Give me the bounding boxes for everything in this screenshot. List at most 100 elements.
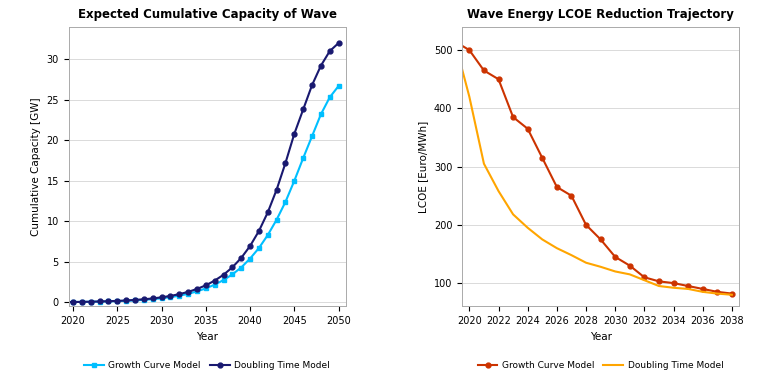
- Growth Curve Model: [113, 299, 122, 303]
- Growth Curve Model: [148, 297, 157, 301]
- Doubling Time Model: [157, 295, 166, 300]
- Growth Curve Model: [228, 272, 237, 277]
- Doubling Time Model: [201, 283, 210, 288]
- Growth Curve Model: [255, 246, 264, 250]
- Doubling Time Model: [450, 39, 459, 44]
- Doubling Time Model: [192, 287, 201, 291]
- Doubling Time Model: [148, 296, 157, 301]
- Growth Curve Model: [201, 286, 210, 291]
- Doubling Time Model: [228, 265, 237, 270]
- Growth Curve Model: [139, 298, 149, 302]
- Doubling Time Model: [299, 107, 308, 112]
- Line: Growth Curve Model: Growth Curve Model: [62, 83, 341, 304]
- Growth Curve Model: [86, 300, 95, 304]
- Growth Curve Model: [122, 298, 131, 303]
- Doubling Time Model: [166, 294, 175, 298]
- Doubling Time Model: [86, 300, 95, 304]
- Growth Curve Model: [596, 237, 605, 242]
- Doubling Time Model: [567, 253, 576, 257]
- Doubling Time Model: [581, 260, 591, 265]
- Legend: Growth Curve Model, Doubling Time Model: Growth Curve Model, Doubling Time Model: [84, 361, 330, 370]
- Growth Curve Model: [465, 48, 474, 52]
- Growth Curve Model: [334, 83, 343, 88]
- Doubling Time Model: [104, 299, 113, 303]
- Growth Curve Model: [316, 112, 325, 117]
- Growth Curve Model: [77, 300, 86, 304]
- Growth Curve Model: [237, 265, 246, 270]
- Doubling Time Model: [494, 189, 503, 193]
- Growth Curve Model: [95, 300, 104, 304]
- Growth Curve Model: [245, 256, 255, 261]
- Growth Curve Model: [523, 126, 532, 131]
- Doubling Time Model: [290, 131, 299, 136]
- Growth Curve Model: [567, 193, 576, 198]
- Growth Curve Model: [698, 286, 707, 291]
- Growth Curve Model: [184, 291, 193, 296]
- Doubling Time Model: [479, 161, 488, 166]
- Growth Curve Model: [508, 115, 517, 119]
- Doubling Time Model: [307, 83, 316, 87]
- Doubling Time Model: [538, 237, 547, 242]
- Growth Curve Model: [640, 275, 649, 280]
- Doubling Time Model: [255, 229, 264, 233]
- Growth Curve Model: [210, 282, 219, 287]
- Title: Expected Cumulative Capacity of Wave: Expected Cumulative Capacity of Wave: [78, 8, 337, 21]
- Growth Curve Model: [192, 289, 201, 294]
- Doubling Time Model: [640, 278, 649, 283]
- Line: Growth Curve Model: Growth Curve Model: [453, 39, 735, 296]
- Growth Curve Model: [581, 223, 591, 227]
- Doubling Time Model: [465, 94, 474, 99]
- Doubling Time Model: [508, 212, 517, 217]
- Doubling Time Model: [210, 278, 219, 283]
- X-axis label: Year: Year: [196, 332, 218, 342]
- Growth Curve Model: [450, 39, 459, 44]
- Doubling Time Model: [316, 64, 325, 68]
- Growth Curve Model: [307, 134, 316, 139]
- Growth Curve Model: [166, 295, 175, 300]
- Doubling Time Model: [113, 299, 122, 303]
- Y-axis label: LCOE [Euro/MWh]: LCOE [Euro/MWh]: [418, 121, 428, 213]
- Growth Curve Model: [610, 255, 620, 259]
- Growth Curve Model: [669, 281, 678, 285]
- Doubling Time Model: [122, 298, 131, 303]
- Doubling Time Model: [263, 210, 272, 215]
- Doubling Time Model: [727, 293, 736, 297]
- Doubling Time Model: [139, 297, 149, 301]
- Growth Curve Model: [69, 300, 78, 304]
- Doubling Time Model: [669, 285, 678, 290]
- Growth Curve Model: [104, 299, 113, 304]
- Doubling Time Model: [281, 160, 290, 165]
- Growth Curve Model: [727, 291, 736, 296]
- Growth Curve Model: [281, 200, 290, 204]
- Growth Curve Model: [272, 218, 281, 222]
- Doubling Time Model: [698, 290, 707, 294]
- Growth Curve Model: [157, 296, 166, 301]
- Doubling Time Model: [95, 299, 104, 304]
- Doubling Time Model: [219, 272, 228, 277]
- Doubling Time Model: [684, 286, 693, 291]
- Growth Curve Model: [299, 156, 308, 160]
- Growth Curve Model: [325, 95, 335, 100]
- Doubling Time Model: [596, 265, 605, 269]
- Doubling Time Model: [712, 291, 722, 296]
- Doubling Time Model: [184, 290, 193, 294]
- Growth Curve Model: [655, 279, 664, 284]
- Doubling Time Model: [625, 272, 634, 277]
- Doubling Time Model: [77, 300, 86, 304]
- Growth Curve Model: [712, 290, 722, 294]
- X-axis label: Year: Year: [590, 332, 612, 342]
- Doubling Time Model: [174, 292, 184, 296]
- Doubling Time Model: [523, 226, 532, 230]
- Growth Curve Model: [552, 185, 562, 189]
- Growth Curve Model: [625, 264, 634, 268]
- Growth Curve Model: [130, 298, 139, 303]
- Doubling Time Model: [130, 298, 139, 302]
- Growth Curve Model: [263, 233, 272, 237]
- Doubling Time Model: [610, 269, 620, 274]
- Legend: Growth Curve Model, Doubling Time Model: Growth Curve Model, Doubling Time Model: [478, 361, 724, 370]
- Growth Curve Model: [684, 284, 693, 288]
- Growth Curve Model: [479, 68, 488, 73]
- Doubling Time Model: [272, 187, 281, 192]
- Growth Curve Model: [494, 77, 503, 82]
- Doubling Time Model: [245, 244, 255, 248]
